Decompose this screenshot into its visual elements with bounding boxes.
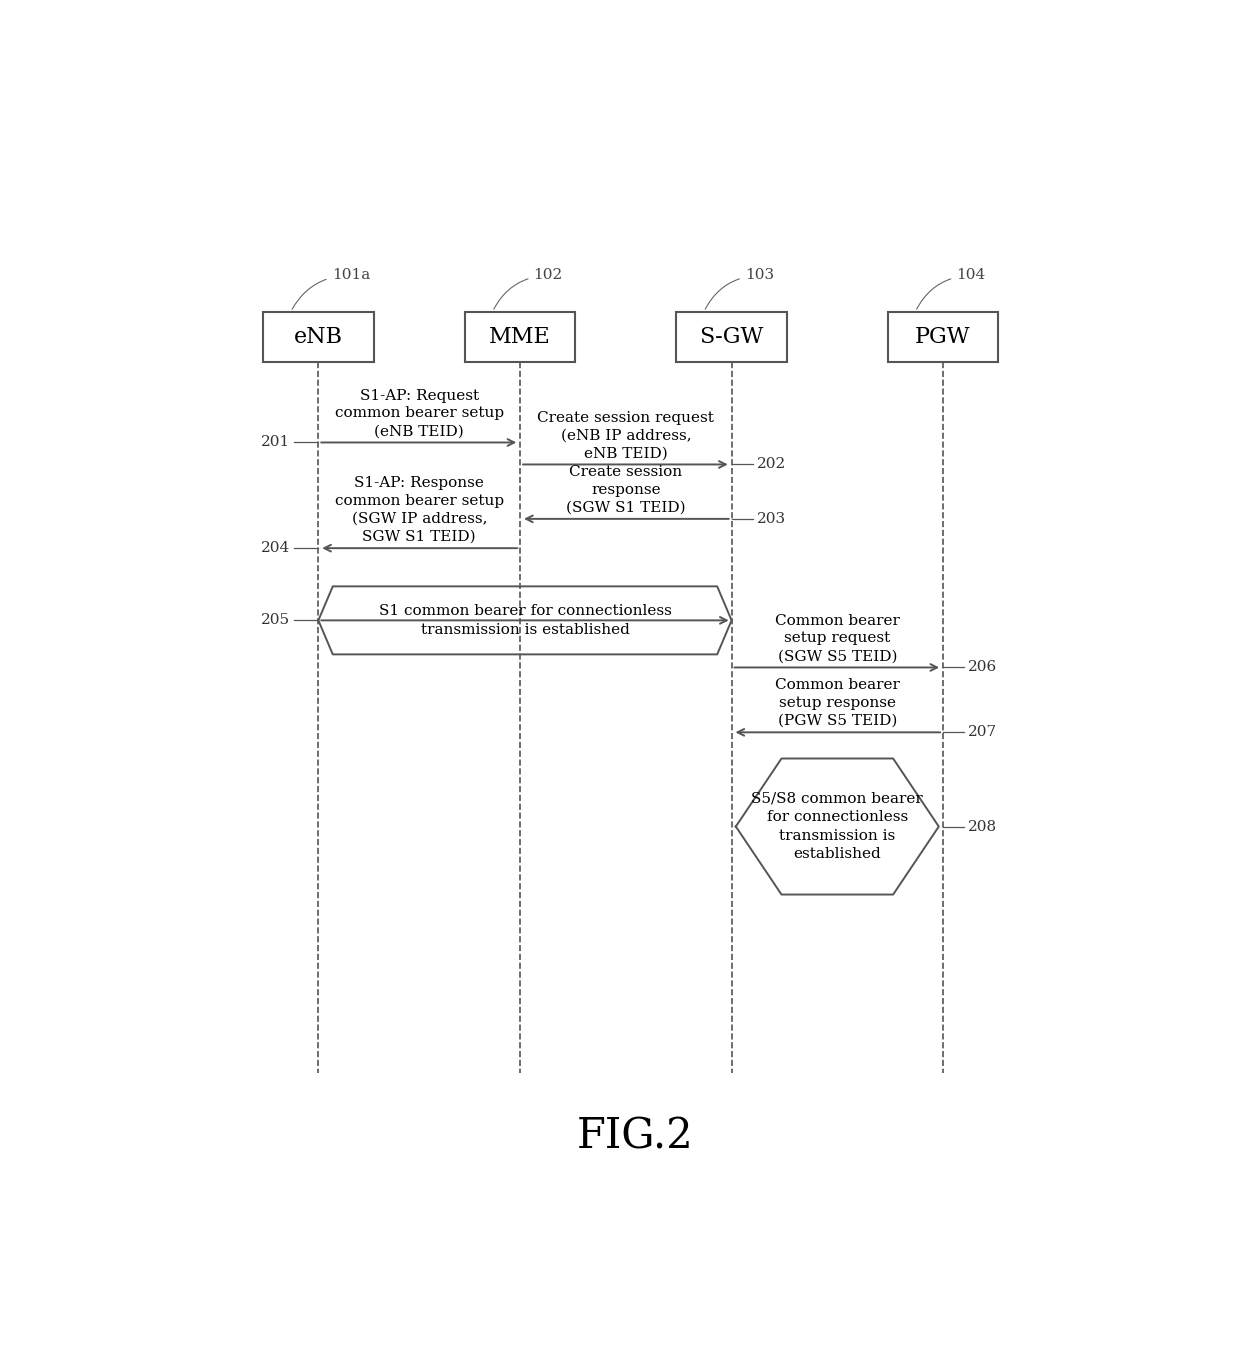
Text: 104: 104 — [916, 268, 986, 310]
Text: 207: 207 — [968, 726, 997, 739]
Text: eNB: eNB — [294, 326, 343, 348]
Text: Create session request
(eNB IP address,
eNB TEID): Create session request (eNB IP address, … — [537, 410, 714, 461]
Text: S5/S8 common bearer
for connectionless
transmission is
established: S5/S8 common bearer for connectionless t… — [751, 792, 924, 862]
FancyBboxPatch shape — [263, 311, 373, 361]
Text: 103: 103 — [706, 268, 774, 310]
Text: Common bearer
setup request
(SGW S5 TEID): Common bearer setup request (SGW S5 TEID… — [775, 613, 900, 663]
Text: PGW: PGW — [915, 326, 971, 348]
Text: S1 common bearer for connectionless
transmission is established: S1 common bearer for connectionless tran… — [378, 605, 671, 636]
Text: Create session
response
(SGW S1 TEID): Create session response (SGW S1 TEID) — [567, 465, 686, 515]
Text: 102: 102 — [494, 268, 563, 310]
Text: 203: 203 — [756, 512, 786, 526]
Text: 205: 205 — [262, 613, 290, 628]
Text: 201: 201 — [262, 435, 290, 450]
Text: 206: 206 — [968, 660, 997, 674]
Text: 101a: 101a — [293, 268, 370, 310]
Text: Common bearer
setup response
(PGW S5 TEID): Common bearer setup response (PGW S5 TEI… — [775, 678, 900, 728]
Text: 204: 204 — [262, 541, 290, 556]
FancyBboxPatch shape — [888, 311, 998, 361]
FancyBboxPatch shape — [676, 311, 787, 361]
Text: 202: 202 — [756, 458, 786, 472]
Text: S1-AP: Request
common bearer setup
(eNB TEID): S1-AP: Request common bearer setup (eNB … — [335, 389, 503, 439]
Text: FIG.2: FIG.2 — [577, 1116, 694, 1158]
Text: S1-AP: Response
common bearer setup
(SGW IP address,
SGW S1 TEID): S1-AP: Response common bearer setup (SGW… — [335, 477, 503, 544]
FancyBboxPatch shape — [465, 311, 575, 361]
Text: S-GW: S-GW — [699, 326, 764, 348]
Text: MME: MME — [490, 326, 551, 348]
Text: 208: 208 — [968, 819, 997, 833]
